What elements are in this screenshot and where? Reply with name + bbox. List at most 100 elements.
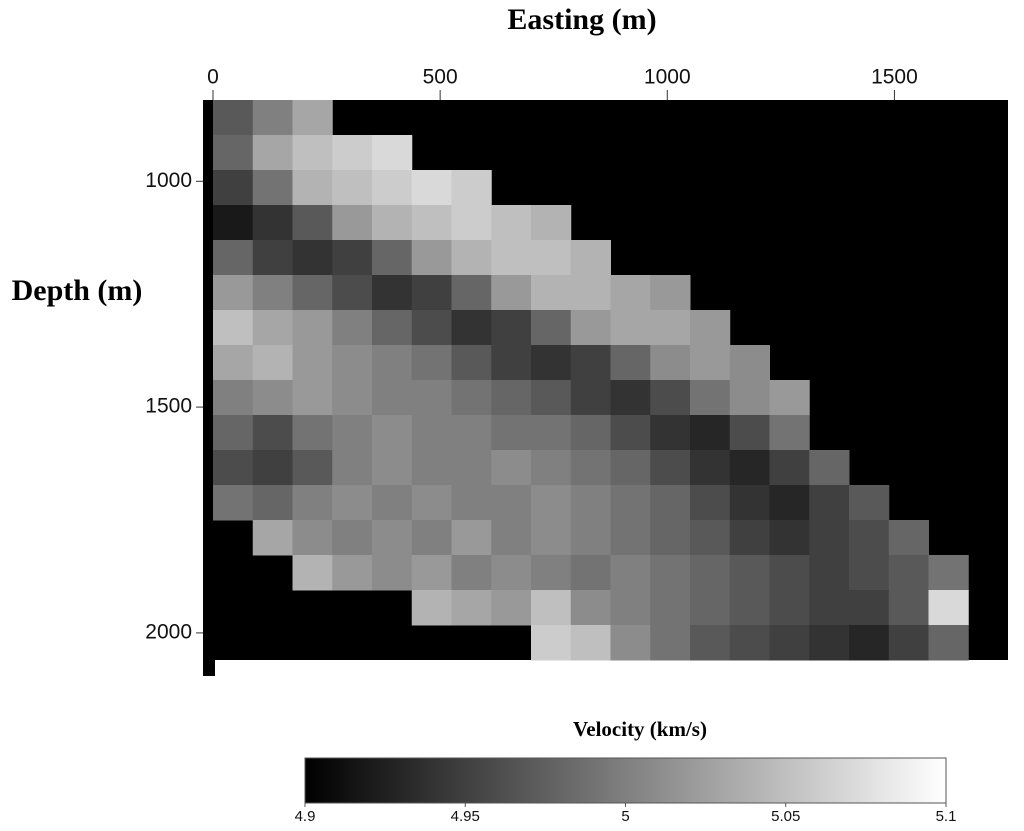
- heatmap-cell: [332, 135, 373, 171]
- heatmap-cell: [372, 555, 413, 591]
- heatmap-cell: [411, 240, 452, 276]
- heatmap-cell: [372, 135, 413, 171]
- heatmap-cell: [451, 485, 492, 521]
- heatmap-cell: [491, 415, 532, 451]
- heatmap-cell: [372, 205, 413, 241]
- heatmap-cell: [451, 205, 492, 241]
- heatmap-cell: [252, 450, 293, 486]
- heatmap-cell: [531, 310, 572, 346]
- heatmap-cell: [292, 275, 333, 311]
- heatmap-cell: [213, 275, 254, 311]
- heatmap-cell: [570, 380, 611, 416]
- heatmap-cell: [332, 415, 373, 451]
- heatmap-cell: [610, 415, 651, 451]
- heatmap-cell: [332, 240, 373, 276]
- heatmap-cell: [729, 520, 770, 556]
- heatmap-cell: [809, 485, 850, 521]
- heatmap-cell: [213, 170, 254, 206]
- colorbar: [304, 757, 947, 804]
- x-axis-title: Easting (m): [507, 3, 656, 36]
- heatmap-cell: [809, 625, 850, 661]
- heatmap-cell: [491, 450, 532, 486]
- heatmap-cell: [451, 170, 492, 206]
- heatmap-cell: [213, 450, 254, 486]
- heatmap-cell: [252, 240, 293, 276]
- heatmap-cell: [252, 415, 293, 451]
- heatmap-cell: [769, 380, 810, 416]
- heatmap-cell: [690, 555, 731, 591]
- heatmap-cell: [610, 345, 651, 381]
- heatmap-cell: [610, 555, 651, 591]
- heatmap-cell: [531, 415, 572, 451]
- heatmap-cell: [570, 555, 611, 591]
- heatmap-cell: [213, 205, 254, 241]
- heatmap-cell: [332, 310, 373, 346]
- heatmap-cell: [531, 555, 572, 591]
- heatmap-cell: [570, 625, 611, 661]
- heatmap-cell: [729, 485, 770, 521]
- heatmap-cell: [690, 485, 731, 521]
- heatmap-cell: [650, 275, 691, 311]
- heatmap-cell: [610, 275, 651, 311]
- heatmap-cell: [252, 485, 293, 521]
- heatmap-cell: [451, 240, 492, 276]
- heatmap-cell: [650, 345, 691, 381]
- heatmap-cell: [213, 415, 254, 451]
- heatmap-cell: [332, 205, 373, 241]
- heatmap-cell: [690, 415, 731, 451]
- heatmap-cell: [690, 380, 731, 416]
- heatmap-cell: [292, 520, 333, 556]
- heatmap-cell: [491, 380, 532, 416]
- heatmap-cell: [451, 380, 492, 416]
- heatmap-cell: [531, 380, 572, 416]
- heatmap-cell: [650, 450, 691, 486]
- heatmap-cell: [849, 590, 890, 626]
- heatmap-cell: [570, 345, 611, 381]
- heatmap-cell: [491, 240, 532, 276]
- heatmap-cell: [451, 555, 492, 591]
- heatmap-cell: [332, 380, 373, 416]
- heatmap-cell: [451, 450, 492, 486]
- heatmap-cell: [411, 450, 452, 486]
- heatmap-cell: [769, 555, 810, 591]
- heatmap-cell: [451, 345, 492, 381]
- heatmap-cell: [769, 450, 810, 486]
- heatmap-cell: [610, 520, 651, 556]
- heatmap-cell: [491, 590, 532, 626]
- heatmap-cell: [531, 590, 572, 626]
- colorbar-title: Velocity (km/s): [573, 717, 707, 741]
- heatmap-cell: [849, 520, 890, 556]
- heatmap-cell: [888, 520, 929, 556]
- heatmap-cell: [888, 590, 929, 626]
- heatmap-cell: [729, 625, 770, 661]
- colorbar-tick-label: 5.1: [936, 808, 957, 825]
- axis-bar: [203, 100, 215, 676]
- heatmap-cell: [570, 450, 611, 486]
- y-tick-label: 1500: [145, 395, 192, 418]
- heatmap-cell: [928, 590, 969, 626]
- heatmap-cell: [491, 555, 532, 591]
- heatmap-cell: [292, 485, 333, 521]
- heatmap-cell: [491, 310, 532, 346]
- y-axis-title: Depth (m): [12, 274, 143, 307]
- heatmap-cell: [252, 345, 293, 381]
- heatmap-cell: [332, 345, 373, 381]
- heatmap-cell: [372, 240, 413, 276]
- heatmap-cell: [332, 275, 373, 311]
- heatmap-cell: [928, 555, 969, 591]
- heatmap-cell: [809, 590, 850, 626]
- heatmap-cell: [729, 415, 770, 451]
- heatmap-cell: [570, 520, 611, 556]
- heatmap-cell: [411, 310, 452, 346]
- colorbar-tick-label: 4.95: [451, 808, 480, 825]
- heatmap-cell: [292, 310, 333, 346]
- heatmap-cell: [769, 520, 810, 556]
- heatmap-cell: [411, 345, 452, 381]
- heatmap-cell: [292, 135, 333, 171]
- heatmap-cell: [372, 450, 413, 486]
- heatmap-cell: [610, 450, 651, 486]
- heatmap-cell: [213, 240, 254, 276]
- heatmap-cell: [690, 590, 731, 626]
- heatmap-cell: [531, 625, 572, 661]
- heatmap-cell: [531, 485, 572, 521]
